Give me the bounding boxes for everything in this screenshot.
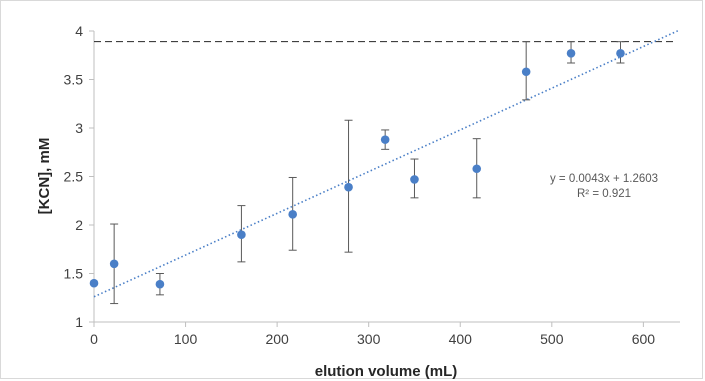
axes	[89, 30, 680, 327]
data-point	[344, 182, 353, 192]
data-point	[89, 278, 99, 288]
data-point	[380, 135, 390, 144]
data-point	[521, 67, 531, 77]
data-points	[89, 49, 625, 289]
x-tick-label: 100	[174, 331, 198, 347]
data-point	[616, 49, 625, 58]
x-tick-label: 200	[265, 331, 289, 347]
x-axis-title: elution volume (mL)	[315, 363, 458, 380]
data-point	[566, 49, 576, 58]
trendline-group	[93, 29, 681, 298]
data-point	[410, 175, 419, 184]
y-tick-label: 2	[75, 217, 83, 233]
trendline	[93, 29, 681, 298]
data-point	[288, 210, 297, 219]
data-point	[472, 164, 482, 174]
x-tick-label: 400	[449, 331, 473, 347]
x-tick-label: 300	[357, 331, 381, 347]
data-point	[237, 230, 246, 239]
y-tick-label: 1.5	[64, 266, 84, 282]
data-point	[155, 279, 165, 289]
r-squared-label: R² = 0.921	[577, 188, 631, 200]
y-tick-label: 2.5	[64, 169, 84, 185]
trendline-equation: y = 0.0043x + 1.2603	[550, 173, 658, 185]
data-point	[109, 259, 119, 269]
y-tick-label: 3.5	[64, 72, 84, 88]
tick-labels: 0 100 200 300 400 500 600 1 1.5 2 2.5 3 3.5 4	[64, 23, 656, 347]
y-tick-label: 4	[75, 23, 83, 39]
y-tick-label: 3	[75, 120, 83, 136]
x-tick-label: 500	[540, 331, 564, 347]
x-tick-label: 600	[632, 331, 656, 347]
x-tick-label: 0	[90, 331, 98, 347]
y-tick-label: 1	[75, 314, 83, 330]
y-axis-title: [KCN], mM	[36, 138, 53, 215]
